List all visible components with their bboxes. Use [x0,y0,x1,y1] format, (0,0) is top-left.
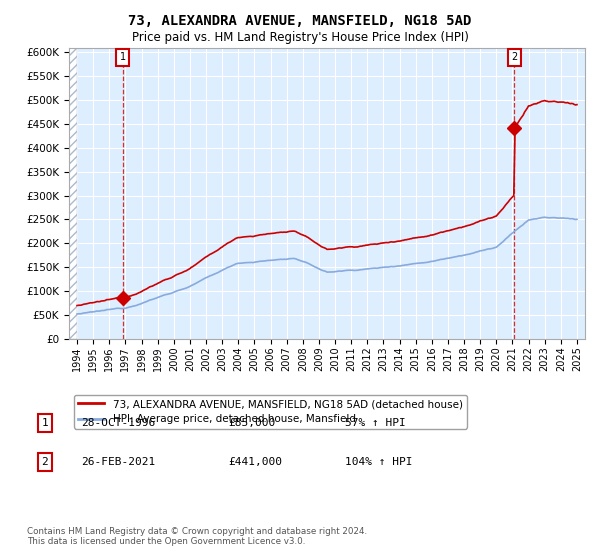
Legend: 73, ALEXANDRA AVENUE, MANSFIELD, NG18 5AD (detached house), HPI: Average price, : 73, ALEXANDRA AVENUE, MANSFIELD, NG18 5A… [74,395,467,428]
Text: 28-OCT-1996: 28-OCT-1996 [81,418,155,428]
Bar [69,43,77,339]
Text: 26-FEB-2021: 26-FEB-2021 [81,457,155,467]
Text: 1: 1 [41,418,49,428]
Text: £85,000: £85,000 [228,418,275,428]
Text: Contains HM Land Registry data © Crown copyright and database right 2024.
This d: Contains HM Land Registry data © Crown c… [27,526,367,546]
Text: 73, ALEXANDRA AVENUE, MANSFIELD, NG18 5AD: 73, ALEXANDRA AVENUE, MANSFIELD, NG18 5A… [128,14,472,28]
Text: 57% ↑ HPI: 57% ↑ HPI [345,418,406,428]
Text: 2: 2 [511,52,517,62]
Text: 1: 1 [119,52,126,62]
Text: Price paid vs. HM Land Registry's House Price Index (HPI): Price paid vs. HM Land Registry's House … [131,31,469,44]
Text: 104% ↑ HPI: 104% ↑ HPI [345,457,413,467]
Text: 2: 2 [41,457,49,467]
Text: £441,000: £441,000 [228,457,282,467]
